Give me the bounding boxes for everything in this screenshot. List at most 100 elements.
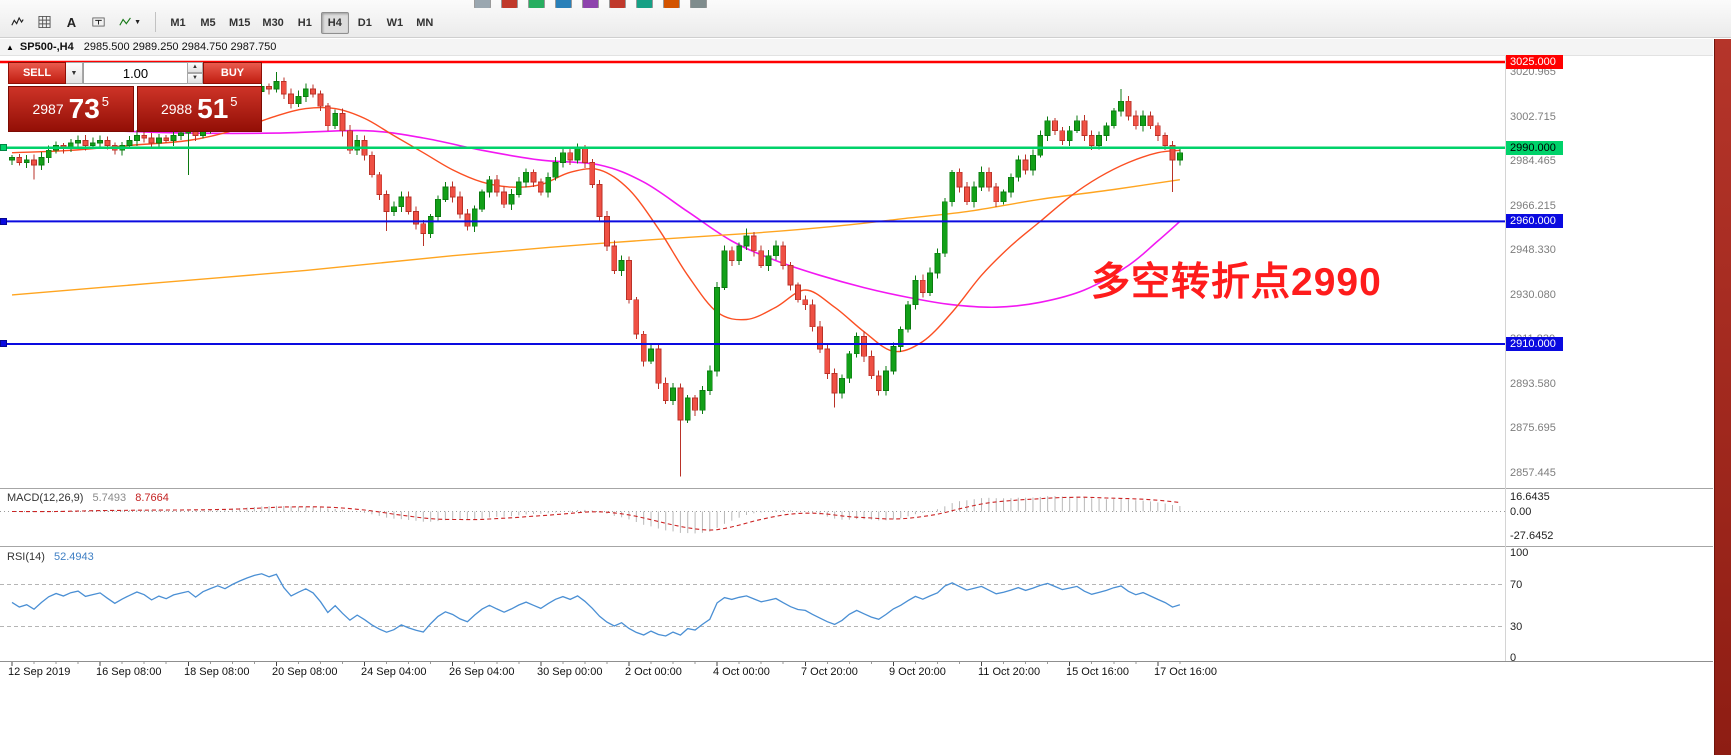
candle [868,350,875,380]
macd-main-value: 5.7493 [92,492,127,504]
time-axis-label: 30 Sep 00:00 [537,666,603,678]
candle [486,175,493,198]
collapse-chart-icon[interactable]: ▲ [6,42,14,52]
hline-anchor[interactable] [0,340,7,347]
timeframe-button-H1[interactable]: H1 [291,12,319,34]
macd-panel-splitter[interactable] [0,488,1713,489]
one-click-trading-panel: SELL ▼ ▲ ▼ BUY 2987 73 5 2988 51 5 [8,62,262,132]
timeframe-button-MN[interactable]: MN [411,12,439,34]
candle [89,137,96,149]
candle [1103,122,1110,142]
candle [919,274,926,298]
candle [802,295,809,311]
macd-axis-label: 0.00 [1510,506,1532,518]
candle [743,228,750,251]
candle [501,186,508,209]
volume-input[interactable] [83,62,187,84]
candle [831,368,838,408]
candle [648,344,654,365]
candle [1154,122,1161,141]
candle [567,147,574,165]
candle [1052,118,1058,135]
candle [1044,116,1051,142]
candle [809,299,816,332]
timeframe-button-H4[interactable]: H4 [320,12,349,34]
chart-tool-icon[interactable] [4,10,31,34]
rsi-panel-splitter[interactable] [0,546,1713,547]
hline-anchor[interactable] [0,218,7,225]
rsi-axis-label: 30 [1510,621,1523,633]
candle [1074,115,1080,134]
candle [133,130,140,146]
candle [537,178,544,196]
text-label-tool[interactable]: A [58,10,85,34]
candle [986,167,992,192]
candle [31,154,37,180]
timeframe-button-M30[interactable]: M30 [257,12,288,34]
sell-button[interactable]: SELL [8,62,66,84]
time-axis-label: 9 Oct 20:00 [889,666,946,678]
candle [596,179,603,222]
timeframe-button-M15[interactable]: M15 [224,12,255,34]
candle [640,330,647,367]
candle [1125,95,1132,121]
order-options-dropdown[interactable]: ▼ [66,62,83,84]
text-box-tool-icon[interactable] [85,10,112,34]
vertical-scrollbar[interactable] [1714,39,1731,755]
candle [839,374,845,399]
sell-price-point: 5 [101,94,110,109]
moving-averages [11,106,1181,353]
macd-axis-label: 16.6435 [1510,491,1550,503]
volume-up-button[interactable]: ▲ [187,62,203,73]
candle [626,256,632,304]
candle [912,275,919,310]
candle [662,377,669,405]
candle [692,394,698,416]
grid-tool-icon[interactable] [31,10,58,34]
macd-name: MACD(12,26,9) [7,492,84,504]
macd-indicator-label: MACD(12,26,9) 5.7493 8.7664 [7,492,169,504]
polyline-tool-icon[interactable]: ▼ [112,10,148,34]
candle [971,181,978,208]
timeframe-button-M5[interactable]: M5 [194,12,222,34]
timeframe-button-M1[interactable]: M1 [164,12,192,34]
candle [956,168,963,193]
macd-panel [0,496,1505,534]
candle [170,132,177,146]
polyline-dropdown-icon: ▼ [134,18,141,26]
candle [97,135,103,149]
candle [398,191,405,213]
candle [1066,126,1073,146]
candle [464,209,471,231]
chart-annotation-text: 多空转折点2990 [1091,261,1382,304]
candle [126,135,133,148]
price-tag-2960.000: 2960.000 [1506,214,1563,228]
candle [1147,111,1154,129]
candle [633,296,640,339]
price-axis-tick: 3020.965 [1510,66,1556,78]
time-axis-label: 12 Sep 2019 [8,666,71,678]
volume-down-button[interactable]: ▼ [187,73,203,84]
timeframe-button-D1[interactable]: D1 [351,12,379,34]
time-axis-label: 15 Oct 16:00 [1066,666,1129,678]
sell-price-display[interactable]: 2987 73 5 [8,86,134,132]
time-axis-label: 4 Oct 00:00 [713,666,770,678]
buy-price-head: 2988 [160,101,193,117]
candle [964,182,970,205]
candle [332,109,339,129]
candle [677,383,684,477]
timeframe-button-W1[interactable]: W1 [381,12,409,34]
clipped-toolbar-icons [474,0,894,8]
candle [736,242,743,265]
buy-button[interactable]: BUY [203,62,262,84]
candlesticks [9,71,1183,477]
ma-magenta [11,129,1181,309]
hline-anchor[interactable] [0,144,7,151]
price-axis-tick: 3002.715 [1510,111,1556,123]
rsi-panel [0,573,1505,637]
candle [530,169,537,187]
chart-ohlc-values: 2985.500 2989.250 2984.750 2987.750 [83,41,277,53]
buy-price-display[interactable]: 2988 51 5 [136,86,262,132]
candle [449,181,456,203]
